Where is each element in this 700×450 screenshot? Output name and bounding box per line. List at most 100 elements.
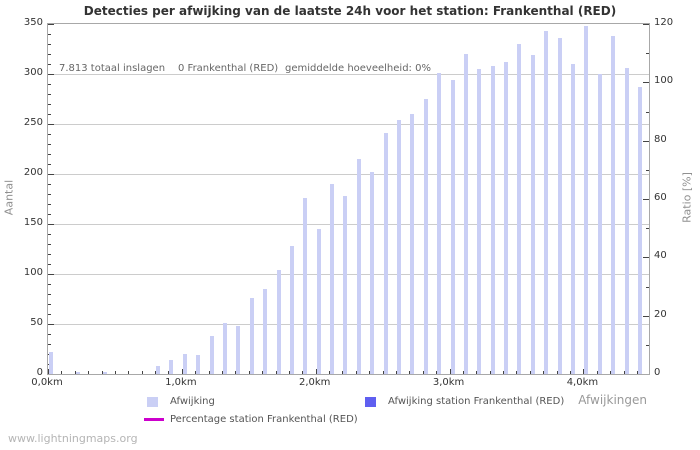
- x-axis-tick: [610, 371, 612, 374]
- bar-afwijking: [463, 54, 468, 374]
- y-axis-tick-left: [48, 54, 51, 55]
- bar-afwijking: [450, 80, 455, 374]
- chart-title: Detecties per afwijking van de laatste 2…: [83, 4, 617, 18]
- bar-afwijking: [544, 31, 549, 374]
- bar-afwijking: [410, 114, 415, 374]
- x-axis-tick: [396, 371, 398, 374]
- watermark-link[interactable]: www.lightningmaps.org: [8, 432, 138, 445]
- y-axis-tick-right: [643, 199, 649, 200]
- bar-afwijking: [75, 372, 80, 374]
- legend-label-percentage: Percentage station Frankenthal (RED): [170, 414, 358, 425]
- y-axis-tick-left: [48, 184, 51, 185]
- y-axis-tick-left: [48, 104, 51, 105]
- y-axis-tick-left: [48, 324, 54, 325]
- bar-afwijking: [289, 246, 294, 374]
- bar-afwijking: [477, 69, 482, 374]
- bar-afwijking: [330, 184, 335, 374]
- y-axis-tick-left: [48, 84, 51, 85]
- y-axis-tick-left: [48, 114, 51, 115]
- x-axis-tick: [489, 371, 491, 374]
- bar-afwijking: [437, 73, 442, 374]
- y-tick-label-left: 250: [23, 117, 43, 128]
- y-axis-tick-left: [48, 134, 51, 135]
- plot-area: 7.813 totaal inslagen 0 Frankenthal (RED…: [47, 23, 650, 375]
- y-axis-tick-left: [48, 244, 51, 245]
- bar-afwijking: [637, 87, 642, 374]
- x-axis-tick: [342, 371, 344, 374]
- bar-afwijking: [156, 366, 161, 374]
- gridline: [48, 274, 649, 275]
- y-tick-label-left: 350: [23, 17, 43, 28]
- gridline: [48, 74, 649, 75]
- y-tick-label-right: 80: [654, 133, 667, 145]
- x-axis-tick: [382, 371, 384, 374]
- y-axis-tick-left: [48, 294, 51, 295]
- y-tick-label-right: 60: [654, 192, 667, 203]
- legend-label-station: Afwijking station Frankenthal (RED): [388, 396, 565, 407]
- bar-afwijking: [504, 62, 509, 374]
- y-axis-tick-left: [48, 234, 51, 235]
- y-axis-tick-right: [643, 24, 649, 25]
- x-axis-tick: [623, 371, 625, 374]
- x-axis-tick: [329, 371, 331, 374]
- gridline: [48, 324, 649, 325]
- x-tick-label: 4,0km: [566, 377, 599, 388]
- x-axis-tick: [168, 371, 170, 374]
- x-tick-label: 0,0km: [31, 377, 63, 388]
- y-axis-tick-left: [48, 344, 51, 345]
- y-axis-tick-left: [48, 64, 51, 65]
- x-axis-tick: [570, 371, 572, 374]
- x-axis-tick: [462, 371, 464, 374]
- y-tick-label-left: 50: [30, 317, 43, 328]
- gridline: [48, 174, 649, 175]
- y-axis-tick-left: [48, 174, 54, 175]
- bar-afwijking: [49, 352, 53, 374]
- x-axis-tick: [222, 371, 223, 374]
- x-axis-tick: [409, 371, 411, 374]
- y-axis-tick-left: [48, 124, 54, 125]
- x-axis-tick: [275, 371, 277, 374]
- bar-afwijking: [356, 159, 361, 374]
- legend-label-afwijking: Afwijking: [170, 396, 215, 407]
- y-tick-label-left: 200: [23, 167, 43, 178]
- x-axis-tick: [48, 369, 49, 374]
- bar-afwijking: [624, 68, 629, 374]
- x-axis-tick: [208, 371, 210, 374]
- bar-afwijking: [236, 326, 241, 374]
- y-axis-tick-left: [48, 204, 51, 205]
- y-axis-tick-left: [48, 94, 51, 95]
- bar-afwijking: [557, 38, 562, 374]
- y-axis-tick-right: [646, 344, 649, 346]
- bar-afwijking: [597, 74, 602, 374]
- y-axis-tick-right: [643, 82, 649, 84]
- y-tick-label-right: 40: [654, 250, 667, 262]
- bar-afwijking: [517, 44, 522, 374]
- x-axis-tick: [422, 371, 424, 374]
- x-axis-tick: [556, 371, 558, 374]
- y-axis-tick-left: [48, 24, 54, 25]
- y-tick-label-right: 120: [654, 17, 674, 28]
- x-axis-tick: [61, 371, 63, 374]
- y-tick-label-right: 20: [654, 308, 667, 320]
- x-axis-tick: [529, 371, 531, 374]
- bar-afwijking: [276, 270, 281, 374]
- y-axis-tick-left: [48, 334, 51, 335]
- bar-afwijking: [169, 360, 174, 374]
- x-axis-tick: [302, 371, 304, 374]
- bar-afwijking: [370, 172, 375, 374]
- bar-afwijking: [383, 133, 388, 374]
- bar-afwijking: [611, 36, 616, 374]
- annotation-total-strikes: 7.813 totaal inslagen: [59, 63, 166, 74]
- y-tick-label-right: 0: [654, 367, 661, 378]
- x-axis-tick: [262, 371, 264, 374]
- y-axis-tick-right: [646, 228, 649, 230]
- x-tick-label: 2,0km: [298, 377, 331, 388]
- y-axis-tick-right: [646, 286, 649, 288]
- bar-afwijking: [316, 229, 321, 374]
- bar-afwijking: [102, 372, 107, 374]
- bar-afwijking: [584, 26, 589, 374]
- x-axis-tick: [503, 371, 505, 374]
- y-tick-label-left: 300: [23, 67, 43, 78]
- y-axis-tick-left: [48, 224, 54, 225]
